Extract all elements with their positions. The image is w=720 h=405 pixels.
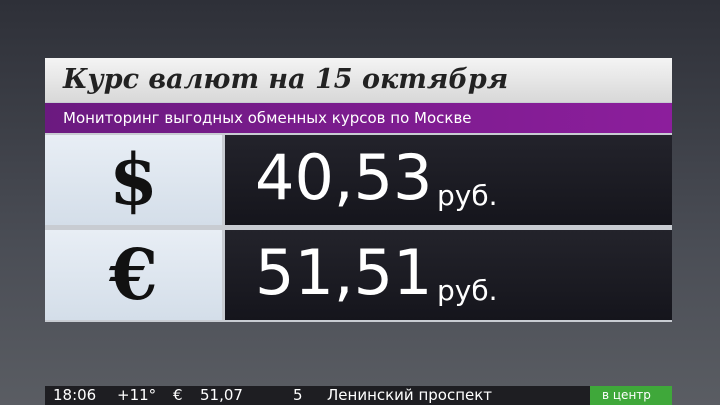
time: 18:06 [53, 386, 97, 404]
unit: руб. [437, 179, 498, 212]
rate: 51,07 [200, 386, 243, 404]
currency-symbol: € [45, 230, 222, 320]
rate-panel: Курс валют на 15 октября Мониторинг выго… [45, 58, 672, 322]
rate-row: € 51,51 руб. [45, 230, 672, 320]
rate-row: $ 40,53 руб. [45, 135, 672, 225]
temperature: +11° [117, 386, 157, 404]
currency: € [173, 386, 183, 404]
ticker: 18:06 +11° € 51,07 5 Ленинский проспект … [45, 386, 672, 405]
subtitle: Мониторинг выгодных обменных курсов по М… [45, 103, 672, 133]
currency-symbol: $ [45, 135, 222, 225]
street: Ленинский проспект [327, 386, 493, 404]
traffic: 5 [293, 386, 303, 404]
rate: 40,53 [255, 141, 433, 214]
unit: руб. [437, 274, 498, 307]
direction: в центр [602, 388, 651, 402]
title: Курс валют на 15 октября [45, 58, 672, 102]
rate-cell: 51,51 руб. [225, 230, 672, 320]
direction-badge: в центр [590, 386, 672, 405]
rate-cell: 40,53 руб. [225, 135, 672, 225]
rate: 51,51 [255, 236, 433, 309]
